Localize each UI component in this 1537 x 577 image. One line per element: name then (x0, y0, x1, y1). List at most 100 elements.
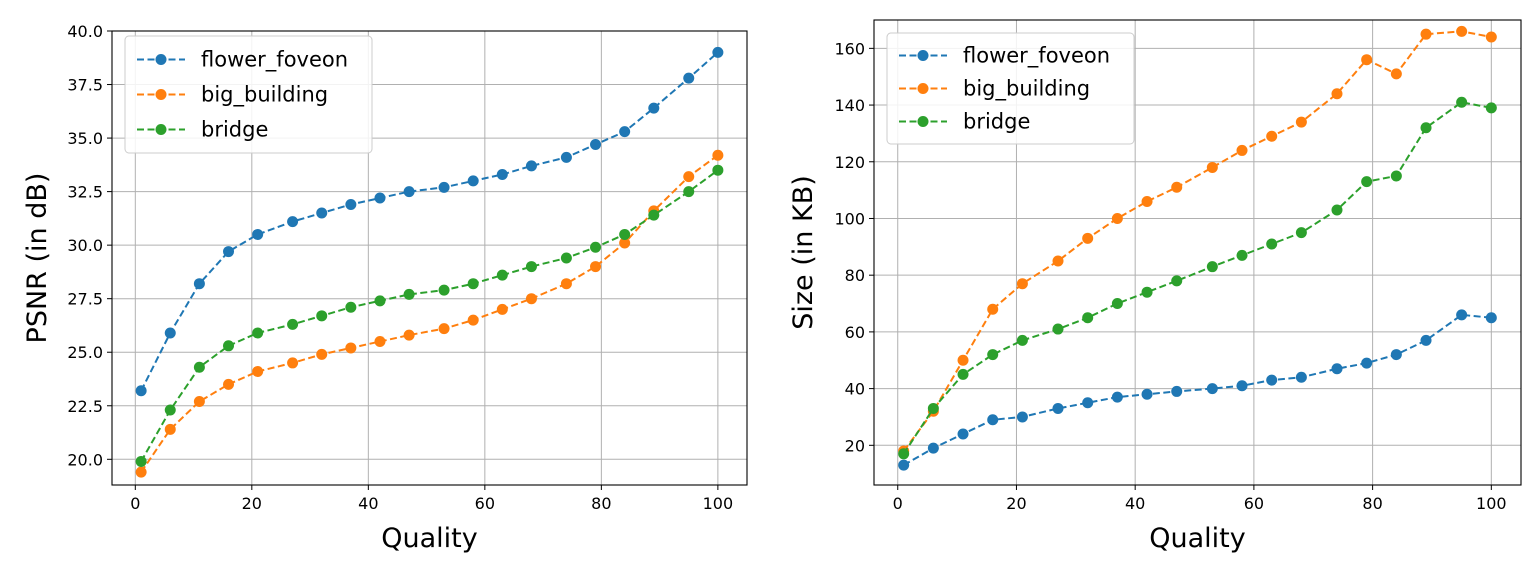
data-point-bridge (957, 368, 969, 380)
data-point-flower_foveon (135, 385, 147, 397)
legend-label-big_building: big_building (963, 77, 1090, 102)
data-point-flower_foveon (560, 151, 572, 163)
plot-frame (873, 19, 1522, 486)
data-point-flower_foveon (1390, 349, 1402, 361)
data-point-flower_foveon (467, 175, 479, 187)
data-point-flower_foveon (345, 198, 357, 210)
data-point-flower_foveon (712, 46, 724, 58)
chart-panel-2: 0 20 40 60 80 100 20 40 60 80 100 120 140 160 Quality S… (788, 19, 1522, 554)
data-point-flower_foveon (525, 160, 537, 172)
legend-marker-flower_foveon (155, 54, 167, 65)
data-point-flower_foveon (1171, 385, 1183, 397)
data-point-bridge (1420, 122, 1432, 134)
series-line-bridge (902, 101, 1492, 455)
data-point-bridge (467, 278, 479, 290)
data-point-big_building (496, 303, 508, 315)
data-point-flower_foveon (1082, 397, 1094, 409)
x-axis-label: Quality (1149, 523, 1245, 554)
data-point-big_building (403, 329, 415, 341)
data-point-flower_foveon (1052, 402, 1064, 414)
x-tick-label: 60 (1244, 494, 1264, 513)
y-tick-label: 30.0 (67, 236, 103, 255)
y-tick-label: 40.0 (67, 22, 103, 41)
data-point-big_building (987, 303, 999, 315)
data-point-big_building (1456, 25, 1468, 37)
data-point-big_building (345, 342, 357, 354)
y-tick-label: 35.0 (67, 129, 103, 148)
data-point-flower_foveon (287, 216, 299, 228)
x-tick-label: 60 (475, 494, 495, 513)
data-point-big_building (1485, 31, 1497, 43)
legend-marker-bridge (917, 116, 929, 127)
data-point-flower_foveon (1266, 374, 1278, 386)
y-tick-label: 120 (834, 153, 865, 172)
data-point-flower_foveon (1361, 357, 1373, 369)
x-tick-label: 40 (358, 494, 378, 513)
data-point-big_building (1206, 161, 1218, 173)
data-point-bridge (438, 284, 450, 296)
y-tick-label: 100 (834, 209, 865, 228)
data-point-flower_foveon (496, 168, 508, 180)
series-line-big_building (140, 154, 719, 473)
data-point-flower_foveon (648, 102, 660, 114)
data-point-flower_foveon (957, 428, 969, 440)
data-point-flower_foveon (1485, 312, 1497, 324)
data-point-flower_foveon (1295, 371, 1307, 383)
data-point-bridge (1052, 323, 1064, 335)
legend-label-bridge: bridge (963, 110, 1030, 134)
data-point-bridge (1171, 275, 1183, 287)
data-point-bridge (1485, 102, 1497, 114)
data-point-flower_foveon (1206, 383, 1218, 395)
data-point-flower_foveon (987, 414, 999, 426)
data-point-flower_foveon (164, 327, 176, 339)
data-point-big_building (1141, 195, 1153, 207)
data-point-bridge (164, 404, 176, 416)
y-tick-label: 160 (834, 39, 865, 58)
series-line-flower_foveon (140, 51, 719, 392)
x-axis-label: Quality (381, 523, 477, 554)
data-point-bridge (252, 327, 264, 339)
data-point-flower_foveon (619, 126, 631, 138)
data-point-flower_foveon (316, 207, 328, 219)
y-tick-label: 80 (845, 266, 865, 285)
y-tick-label: 37.5 (67, 76, 103, 95)
data-point-big_building (1016, 278, 1028, 290)
data-point-big_building (164, 423, 176, 435)
data-point-big_building (316, 348, 328, 360)
data-point-bridge (1082, 312, 1094, 324)
data-point-flower_foveon (898, 459, 910, 471)
series-line-bridge (140, 169, 719, 462)
series-line-flower_foveon (903, 313, 1492, 467)
legend-label-flower_foveon: flower_foveon (963, 44, 1110, 69)
data-point-big_building (467, 314, 479, 326)
y-tick-label: 25.0 (67, 343, 103, 362)
data-point-flower_foveon (403, 186, 415, 198)
y-tick-label: 22.5 (67, 397, 103, 416)
data-point-big_building (712, 149, 724, 161)
data-point-bridge (683, 186, 695, 198)
data-point-big_building (683, 171, 695, 183)
data-point-big_building (560, 278, 572, 290)
chart-panel-1: 0 20 40 60 80 100 20.0 22.5 25.0 27.5 30.0 32.5 35.0… (22, 22, 748, 554)
legend-marker-flower_foveon (917, 50, 929, 61)
data-point-flower_foveon (193, 278, 205, 290)
data-point-flower_foveon (1420, 334, 1432, 346)
data-point-big_building (287, 357, 299, 369)
y-tick-label: 27.5 (67, 290, 103, 309)
data-point-big_building (1420, 28, 1432, 40)
data-point-bridge (1266, 238, 1278, 250)
x-tick-label: 0 (893, 494, 903, 513)
x-tick-label: 80 (1362, 494, 1382, 513)
data-point-bridge (619, 228, 631, 240)
data-point-flower_foveon (590, 139, 602, 150)
data-point-big_building (1331, 88, 1343, 100)
legend-box (124, 35, 373, 154)
legend-box (886, 32, 1135, 145)
data-point-big_building (525, 293, 537, 305)
data-point-bridge (1390, 170, 1402, 182)
data-point-big_building (438, 323, 450, 335)
data-point-bridge (927, 402, 939, 414)
data-point-bridge (1456, 96, 1468, 108)
